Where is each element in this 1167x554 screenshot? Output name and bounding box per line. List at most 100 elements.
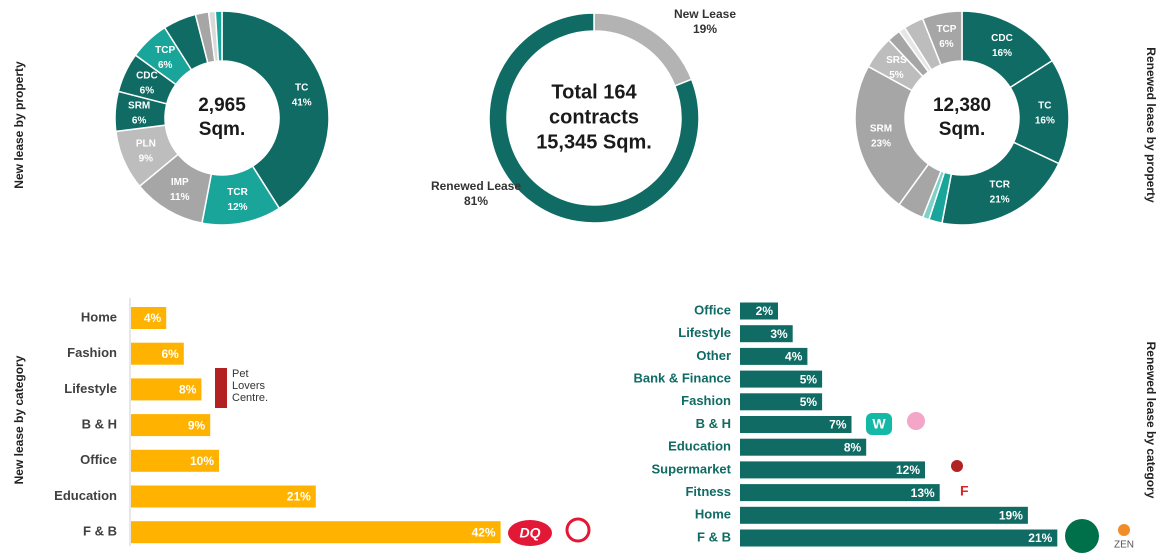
category-label: Lifestyle xyxy=(64,381,117,396)
bar xyxy=(740,461,925,479)
side-label: Renewed lease by category xyxy=(1144,342,1158,499)
bar xyxy=(740,370,823,388)
value-label: 7% xyxy=(829,418,847,432)
bar xyxy=(131,414,211,437)
logo-text: Pet xyxy=(232,368,249,380)
center-text: contracts xyxy=(549,106,639,128)
segment-label: TCR xyxy=(989,180,1010,191)
segment-value: 6% xyxy=(939,39,954,50)
category-label: Bank & Finance xyxy=(633,371,731,386)
side-label: Renewed lease by property xyxy=(1144,47,1158,203)
segment-label: PLN xyxy=(136,139,156,150)
segment-label: SRM xyxy=(128,100,150,111)
segment-label: CDC xyxy=(136,70,158,81)
category-label: B & H xyxy=(696,416,731,431)
segment-value: 5% xyxy=(889,70,904,81)
value-label: 4% xyxy=(785,350,803,364)
segment-value: 16% xyxy=(1035,115,1055,126)
value-label: 21% xyxy=(287,490,311,504)
segment-value: 6% xyxy=(140,85,155,96)
logo-text: Centre. xyxy=(232,392,268,404)
category-label: Other xyxy=(696,348,731,363)
side-label: New lease by property xyxy=(12,61,26,189)
category-label: Fitness xyxy=(685,484,731,499)
logo-text: Lovers xyxy=(232,380,266,392)
category-label: Office xyxy=(80,452,117,467)
category-label: Fashion xyxy=(681,393,731,408)
segment-label: SRS xyxy=(886,55,907,66)
w-logo: W F xyxy=(866,412,969,499)
bar xyxy=(131,485,316,508)
bar xyxy=(740,302,778,320)
segment-value: 41% xyxy=(292,97,312,108)
segment-value: 81% xyxy=(464,194,488,208)
value-label: 5% xyxy=(800,372,818,386)
bar xyxy=(740,506,1028,524)
category-label: B & H xyxy=(82,417,117,432)
value-label: 5% xyxy=(800,395,818,409)
center-text: 15,345 Sqm. xyxy=(536,131,652,153)
segment-value: 19% xyxy=(693,22,717,36)
category-label: Supermarket xyxy=(652,461,732,476)
center-text: 2,965 xyxy=(198,95,246,116)
center-text: Sqm. xyxy=(939,119,985,140)
side-label: New lease by category xyxy=(12,355,26,484)
segment-label: CDC xyxy=(991,33,1013,44)
segment-value: 6% xyxy=(158,60,173,71)
segment-label: IMP xyxy=(171,177,189,188)
segment-value: 21% xyxy=(990,195,1010,206)
category-label: Lifestyle xyxy=(678,325,731,340)
logo-text: W xyxy=(872,416,886,432)
segment-label: Renewed Lease xyxy=(431,179,521,193)
category-label: Home xyxy=(81,309,117,324)
category-label: F & B xyxy=(83,524,117,539)
logo-mark xyxy=(1118,524,1130,536)
value-label: 13% xyxy=(911,486,935,500)
segment-label: TCR xyxy=(227,187,248,198)
bar xyxy=(131,342,184,365)
logo-mark xyxy=(907,412,925,430)
value-label: 19% xyxy=(999,508,1023,522)
segment-value: 12% xyxy=(228,202,248,213)
bar xyxy=(740,438,867,456)
category-label: Fashion xyxy=(67,345,117,360)
bar xyxy=(131,449,219,472)
value-label: 4% xyxy=(144,311,162,325)
category-label: Office xyxy=(694,302,731,317)
segment-value: 9% xyxy=(139,154,154,165)
segment-label: New Lease xyxy=(674,7,736,21)
segment-label: SRM xyxy=(870,124,892,135)
pie-segment xyxy=(214,10,223,62)
segment-label: TCP xyxy=(936,24,956,35)
pie-segment xyxy=(593,12,693,87)
center-text: Sqm. xyxy=(199,119,245,140)
segment-value: 16% xyxy=(992,48,1012,59)
logo-text: DQ xyxy=(520,525,541,541)
logo-mark xyxy=(951,460,963,472)
bar xyxy=(131,307,167,329)
logo-mark xyxy=(508,520,552,546)
pie-segment xyxy=(921,10,963,66)
pie-segment xyxy=(488,12,700,224)
logo-mark xyxy=(1065,519,1099,553)
value-label: 10% xyxy=(190,454,214,468)
value-label: 8% xyxy=(844,440,862,454)
bar xyxy=(740,484,940,502)
value-label: 3% xyxy=(770,327,788,341)
bar xyxy=(740,393,823,411)
logo-mark xyxy=(866,413,892,435)
bar xyxy=(740,325,793,343)
category-label: Home xyxy=(695,507,731,522)
segment-value: 6% xyxy=(132,115,147,126)
category-label: F & B xyxy=(697,529,731,544)
pet-logo: Pet Lovers Centre. xyxy=(215,368,268,408)
bar xyxy=(131,378,202,401)
center-text: Total 164 xyxy=(551,81,637,103)
value-label: 8% xyxy=(179,383,197,397)
dq-logo: DQ xyxy=(508,517,591,546)
bar xyxy=(740,529,1058,547)
zen-logo: ZEN xyxy=(1065,519,1134,553)
value-label: 12% xyxy=(896,463,920,477)
value-label: 42% xyxy=(472,525,496,539)
